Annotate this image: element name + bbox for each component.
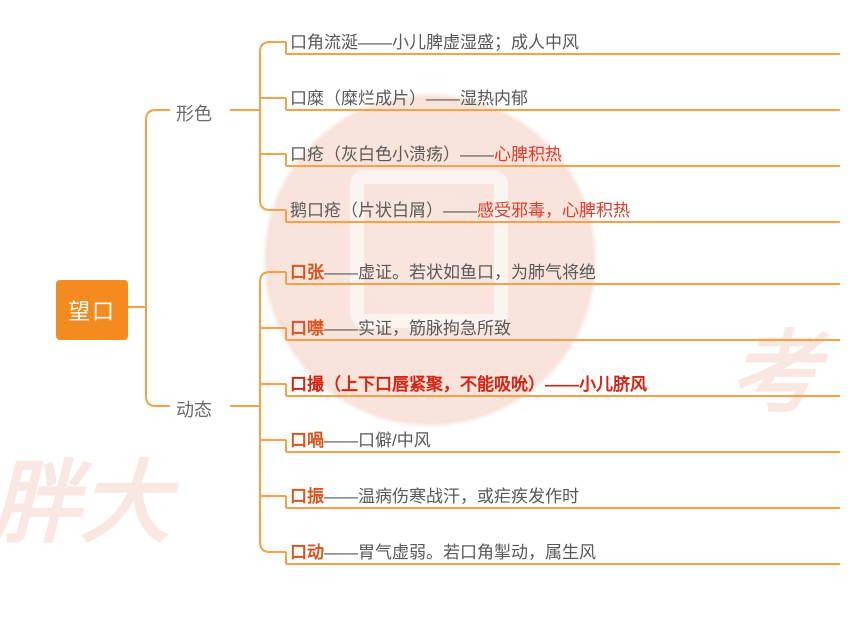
leaf-node: 口噤——实证，筋脉拘急所致 bbox=[290, 314, 511, 343]
leaf-node: 鹅口疮（片状白屑）——感受邪毒，心脾积热 bbox=[290, 196, 630, 225]
leaf-text: 口张 bbox=[290, 263, 324, 282]
group-label: 动态 bbox=[176, 396, 212, 422]
leaf-text: 口喎 bbox=[290, 431, 324, 450]
leaf-node: 口振——温病伤寒战汗，或疟疾发作时 bbox=[290, 482, 579, 511]
leaf-text: ——实证，筋脉拘急所致 bbox=[324, 319, 511, 338]
group-label: 形色 bbox=[176, 100, 212, 126]
leaf-node: 口角流涎——小儿脾虚湿盛；成人中风 bbox=[290, 28, 579, 57]
leaf-node: 口撮（上下口唇紧聚，不能吸吮）——小儿脐风 bbox=[290, 370, 647, 399]
leaf-text: 口疮（灰白色小溃疡）—— bbox=[290, 145, 494, 164]
leaf-node: 口糜（糜烂成片）——湿热内郁 bbox=[290, 84, 528, 113]
leaf-text: 口动 bbox=[290, 543, 324, 562]
leaf-node: 口疮（灰白色小溃疡）——心脾积热 bbox=[290, 140, 562, 169]
leaf-text: 口噤 bbox=[290, 319, 324, 338]
leaf-text: ——温病伤寒战汗，或疟疾发作时 bbox=[324, 487, 579, 506]
leaf-text: 口角流涎——小儿脾虚湿盛；成人中风 bbox=[290, 33, 579, 52]
leaf-text: ——口僻/中风 bbox=[324, 431, 431, 450]
mindmap-stage: 望口形色口角流涎——小儿脾虚湿盛；成人中风口糜（糜烂成片）——湿热内郁口疮（灰白… bbox=[0, 0, 864, 617]
leaf-node: 口张——虚证。若状如鱼口，为肺气将绝 bbox=[290, 258, 596, 287]
leaf-text: ——虚证。若状如鱼口，为肺气将绝 bbox=[324, 263, 596, 282]
leaf-text: 鹅口疮（片状白屑）—— bbox=[290, 201, 477, 220]
leaf-node: 口动——胃气虚弱。若口角掣动，属生风 bbox=[290, 538, 596, 567]
leaf-node: 口喎——口僻/中风 bbox=[290, 426, 431, 455]
leaf-text: 感受邪毒，心脾积热 bbox=[477, 201, 630, 220]
leaf-text: 口振 bbox=[290, 487, 324, 506]
root-node: 望口 bbox=[56, 280, 128, 340]
leaf-text: ——胃气虚弱。若口角掣动，属生风 bbox=[324, 543, 596, 562]
leaf-text: 口撮（上下口唇紧聚，不能吸吮）——小儿脐风 bbox=[290, 375, 647, 394]
leaf-text: 心脾积热 bbox=[494, 145, 562, 164]
leaf-text: 口糜（糜烂成片）——湿热内郁 bbox=[290, 89, 528, 108]
